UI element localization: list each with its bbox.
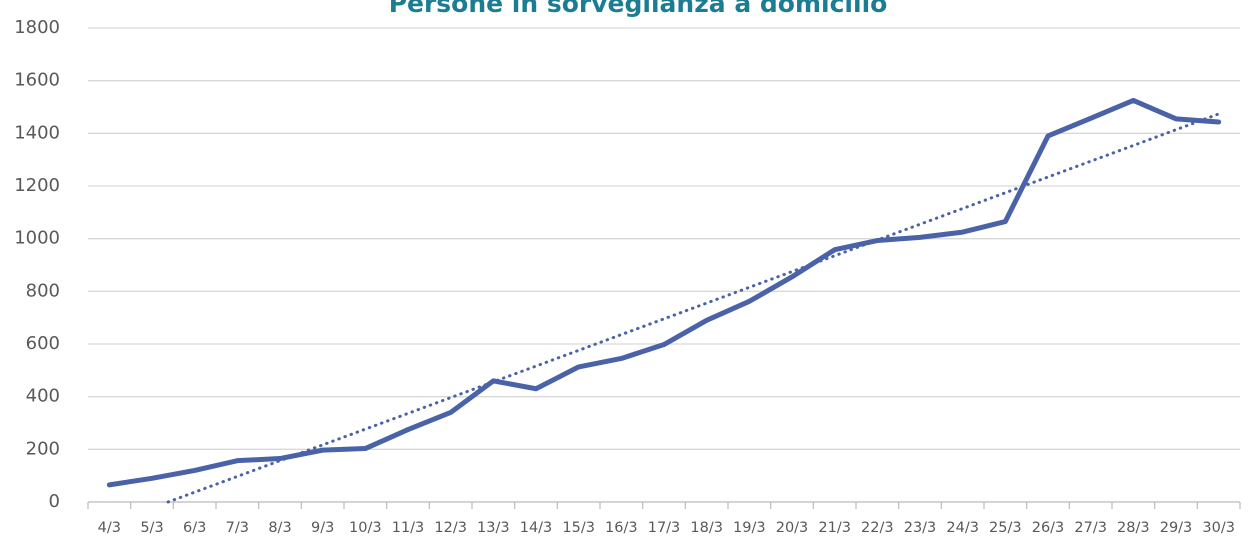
y-tick-label: 1400 xyxy=(14,122,60,143)
x-tick-label: 14/3 xyxy=(520,520,553,536)
y-tick-label: 400 xyxy=(26,386,60,407)
x-tick-label: 20/3 xyxy=(776,520,809,536)
x-tick-label: 5/3 xyxy=(140,520,163,536)
x-tick-label: 28/3 xyxy=(1117,520,1150,536)
x-tick-label: 22/3 xyxy=(861,520,894,536)
x-tick-label: 13/3 xyxy=(477,520,510,536)
y-tick-label: 200 xyxy=(26,438,60,459)
x-tick-label: 9/3 xyxy=(311,520,334,536)
x-tick-label: 11/3 xyxy=(392,520,425,536)
x-tick-label: 15/3 xyxy=(562,520,595,536)
y-tick-label: 1800 xyxy=(14,17,60,38)
x-tick-label: 12/3 xyxy=(434,520,467,536)
trendline xyxy=(166,112,1221,504)
x-tick-label: 7/3 xyxy=(226,520,249,536)
x-tick-label: 27/3 xyxy=(1074,520,1107,536)
y-tick-label: 600 xyxy=(26,333,60,354)
x-tick-label: 10/3 xyxy=(349,520,382,536)
x-tick-label: 8/3 xyxy=(268,520,291,536)
y-tick-label: 1000 xyxy=(14,228,60,249)
x-tick-label: 21/3 xyxy=(818,520,851,536)
x-tick-label: 19/3 xyxy=(733,520,766,536)
x-tick-label: 6/3 xyxy=(183,520,206,536)
x-tick-label: 29/3 xyxy=(1160,520,1193,536)
y-tick-label: 800 xyxy=(26,280,60,301)
y-tick-label: 0 xyxy=(49,491,60,512)
x-tick-label: 30/3 xyxy=(1202,520,1235,536)
y-tick-label: 1600 xyxy=(14,70,60,91)
x-tick-label: 18/3 xyxy=(690,520,723,536)
x-tick-label: 4/3 xyxy=(98,520,121,536)
x-tick-label: 23/3 xyxy=(904,520,937,536)
x-tick-label: 26/3 xyxy=(1032,520,1065,536)
data-line xyxy=(106,97,1222,488)
x-tick-label: 16/3 xyxy=(605,520,638,536)
x-tick-label: 25/3 xyxy=(989,520,1022,536)
chart-title: Persone in sorveglianza a domicilio xyxy=(389,0,888,18)
y-tick-label: 1200 xyxy=(14,175,60,196)
x-tick-label: 24/3 xyxy=(946,520,979,536)
x-tick-label: 17/3 xyxy=(648,520,681,536)
